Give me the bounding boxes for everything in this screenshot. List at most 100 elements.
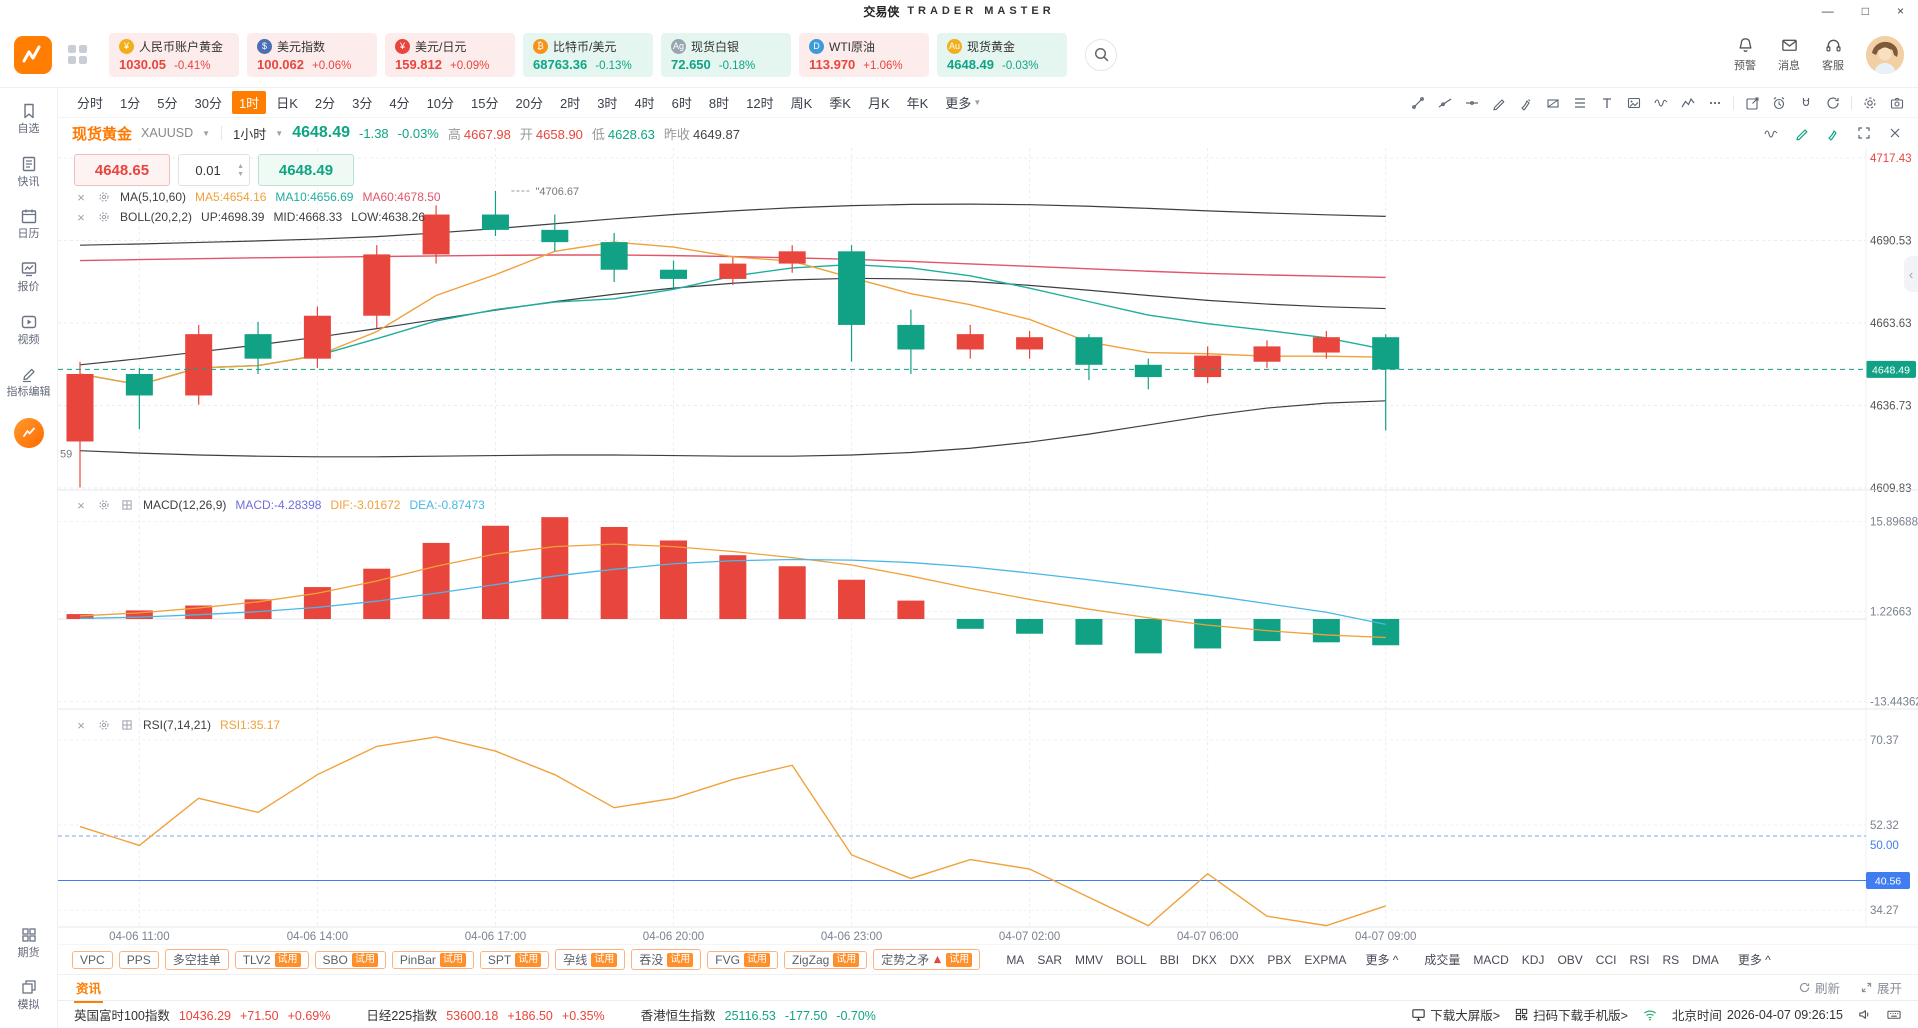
horizontal-line-icon[interactable] (1463, 94, 1481, 112)
index-ticker[interactable]: 英国富时100指数 10436.29 +71.50 +0.69% (74, 1005, 330, 1024)
overlay-indicator-item[interactable]: BBI (1159, 952, 1180, 967)
symbol-name[interactable]: 现货黄金 (72, 125, 133, 143)
strategy-pill[interactable]: 孕线 试用 (555, 949, 626, 970)
sub-indicator-item[interactable]: KDJ (1521, 952, 1545, 967)
chart-edit-icon[interactable] (1793, 124, 1811, 142)
refresh-button[interactable]: 刷新 (1798, 978, 1840, 997)
support-button[interactable]: 客服 (1822, 36, 1844, 73)
alert-button[interactable]: 预警 (1734, 36, 1756, 73)
strategy-pill[interactable]: TLV2 试用 (234, 950, 309, 969)
quantity-stepper[interactable]: 0.01 ▲ ▼ (178, 154, 250, 186)
fibonacci-icon[interactable] (1571, 94, 1589, 112)
timeframe-button[interactable]: 4分 (389, 96, 410, 111)
macd-settings-icon[interactable] (97, 498, 111, 512)
macd-close-icon[interactable]: × (77, 497, 85, 513)
quantity-down-icon[interactable]: ▼ (237, 170, 244, 178)
timeframe-button[interactable]: 4时 (634, 96, 655, 111)
overlay-indicator-item[interactable]: MMV (1075, 952, 1103, 967)
sub-indicator-item[interactable]: OBV (1557, 952, 1583, 967)
strategy-pill[interactable]: 多空挂单 (164, 949, 229, 970)
download-desktop-link[interactable]: 下载大屏版> (1411, 1005, 1500, 1024)
ma-settings-icon[interactable] (97, 190, 111, 204)
sidebar-item-indicator-editor[interactable]: 指标编辑 (6, 365, 52, 399)
index-ticker[interactable]: 日经225指数 53600.18 +186.50 +0.35% (366, 1005, 604, 1024)
timeframe-button[interactable]: 12时 (746, 96, 774, 111)
index-ticker[interactable]: 香港恒生指数 25116.53 -177.50 -0.70% (641, 1005, 876, 1024)
sidebar-item-watchlist[interactable]: 自选 (6, 102, 52, 136)
ticker[interactable]: Ag 现货白银 72.650 -0.18% (661, 32, 791, 77)
overlay-indicator-item[interactable]: MA (1006, 952, 1025, 967)
timeframe-button[interactable]: 3时 (597, 96, 618, 111)
sub-indicator-item[interactable]: DMA (1692, 952, 1719, 967)
image-icon[interactable] (1625, 94, 1643, 112)
ticker[interactable]: ¥ 美元/日元 159.812 +0.09% (385, 32, 515, 77)
strategy-pill[interactable]: VPC (72, 950, 113, 969)
timeframe-button[interactable]: 日K (276, 96, 298, 111)
measure-icon[interactable] (1544, 94, 1562, 112)
panel-collapse-handle[interactable]: ‹ (1904, 256, 1918, 292)
timeframe-button[interactable]: 季K (829, 96, 851, 111)
keyboard-icon[interactable] (1886, 1007, 1902, 1022)
ticker[interactable]: ¥ 人民币账户黄金 1030.05 -0.41% (109, 32, 239, 77)
timeframe-button[interactable]: 3分 (352, 96, 373, 111)
sub-indicator-item[interactable]: 成交量 (1424, 953, 1461, 967)
strategy-pill[interactable]: FVG 试用 (707, 950, 778, 969)
timeframe-button[interactable]: 10分 (426, 96, 455, 111)
sell-price-button[interactable]: 4648.65 (74, 154, 170, 186)
sound-icon[interactable] (1857, 1007, 1872, 1022)
timeframe-button[interactable]: 1时 (231, 91, 267, 114)
app-logo[interactable] (14, 35, 52, 74)
rsi-settings-icon[interactable] (97, 718, 111, 732)
alarm-icon[interactable] (1770, 94, 1788, 112)
maximize-button[interactable]: □ (1861, 4, 1869, 18)
timeframe-button[interactable]: 年K (906, 96, 929, 111)
boll-close-icon[interactable]: × (77, 209, 85, 225)
ticker[interactable]: D WTI原油 113.970 +1.06% (799, 32, 929, 77)
sub-indicator-item[interactable]: CCI (1595, 952, 1617, 967)
compare-icon[interactable] (1762, 124, 1780, 142)
messages-button[interactable]: 消息 (1778, 36, 1800, 73)
sub-indicator-item[interactable]: RSI (1629, 952, 1650, 967)
timeframe-button[interactable]: 20分 (515, 96, 543, 111)
pencil-icon[interactable] (1490, 94, 1508, 112)
period-dropdown-caret[interactable]: ▼ (275, 128, 284, 138)
strategy-pill[interactable]: PinBar 试用 (391, 950, 474, 969)
strategy-pill[interactable]: SBO 试用 (314, 950, 386, 969)
sidebar-item-demo[interactable]: 模拟 (6, 978, 52, 1012)
buy-price-button[interactable]: 4648.49 (258, 154, 354, 186)
strategy-pill[interactable]: SPT 试用 (479, 950, 550, 969)
sub-indicator-item[interactable]: MACD (1473, 952, 1509, 967)
indicator-overlay-icon[interactable] (1679, 94, 1697, 112)
timeframe-button[interactable]: 6时 (671, 96, 692, 111)
apps-grid-icon[interactable] (68, 45, 87, 64)
overlay-indicator-item[interactable]: DKX (1192, 952, 1217, 967)
sub-more-button[interactable]: 更多 ^ (1737, 953, 1771, 967)
timeframe-button[interactable]: 周K (790, 96, 813, 111)
sidebar-item-quotes[interactable]: 报价 (6, 260, 52, 294)
timeframe-button[interactable]: 30分 (194, 96, 222, 111)
timeframe-button[interactable]: 2时 (559, 96, 581, 111)
timeframe-button[interactable]: 2分 (314, 96, 336, 111)
boll-settings-icon[interactable] (97, 210, 111, 224)
refresh-tool-icon[interactable] (1824, 94, 1842, 112)
ticker[interactable]: Au 现货黄金 4648.49 -0.03% (937, 32, 1067, 77)
close-button[interactable]: × (1896, 4, 1904, 18)
timeframe-button[interactable]: 更多 ▼ (945, 96, 982, 111)
sidebar-item-futures[interactable]: 期货 (6, 926, 52, 960)
overlay-indicator-item[interactable]: DXX (1229, 952, 1255, 967)
sidebar-item-news[interactable]: 快讯 (6, 155, 52, 189)
ma-close-icon[interactable]: × (77, 189, 85, 205)
trend-line-icon[interactable] (1409, 94, 1427, 112)
search-button[interactable] (1085, 38, 1117, 71)
wave-tool-icon[interactable] (1652, 94, 1670, 112)
sub-indicator-item[interactable]: RS (1662, 952, 1680, 967)
timeframe-button[interactable]: 1分 (120, 96, 141, 111)
brush-icon[interactable] (1517, 94, 1535, 112)
fullscreen-icon[interactable] (1855, 124, 1873, 142)
timeframe-button[interactable]: 8时 (708, 96, 730, 111)
strategy-pill[interactable]: PPS (118, 950, 159, 969)
gear-icon[interactable] (1861, 94, 1879, 112)
overlay-indicator-item[interactable]: SAR (1037, 952, 1062, 967)
ray-line-icon[interactable] (1436, 94, 1454, 112)
more-tools-icon[interactable] (1706, 94, 1724, 112)
